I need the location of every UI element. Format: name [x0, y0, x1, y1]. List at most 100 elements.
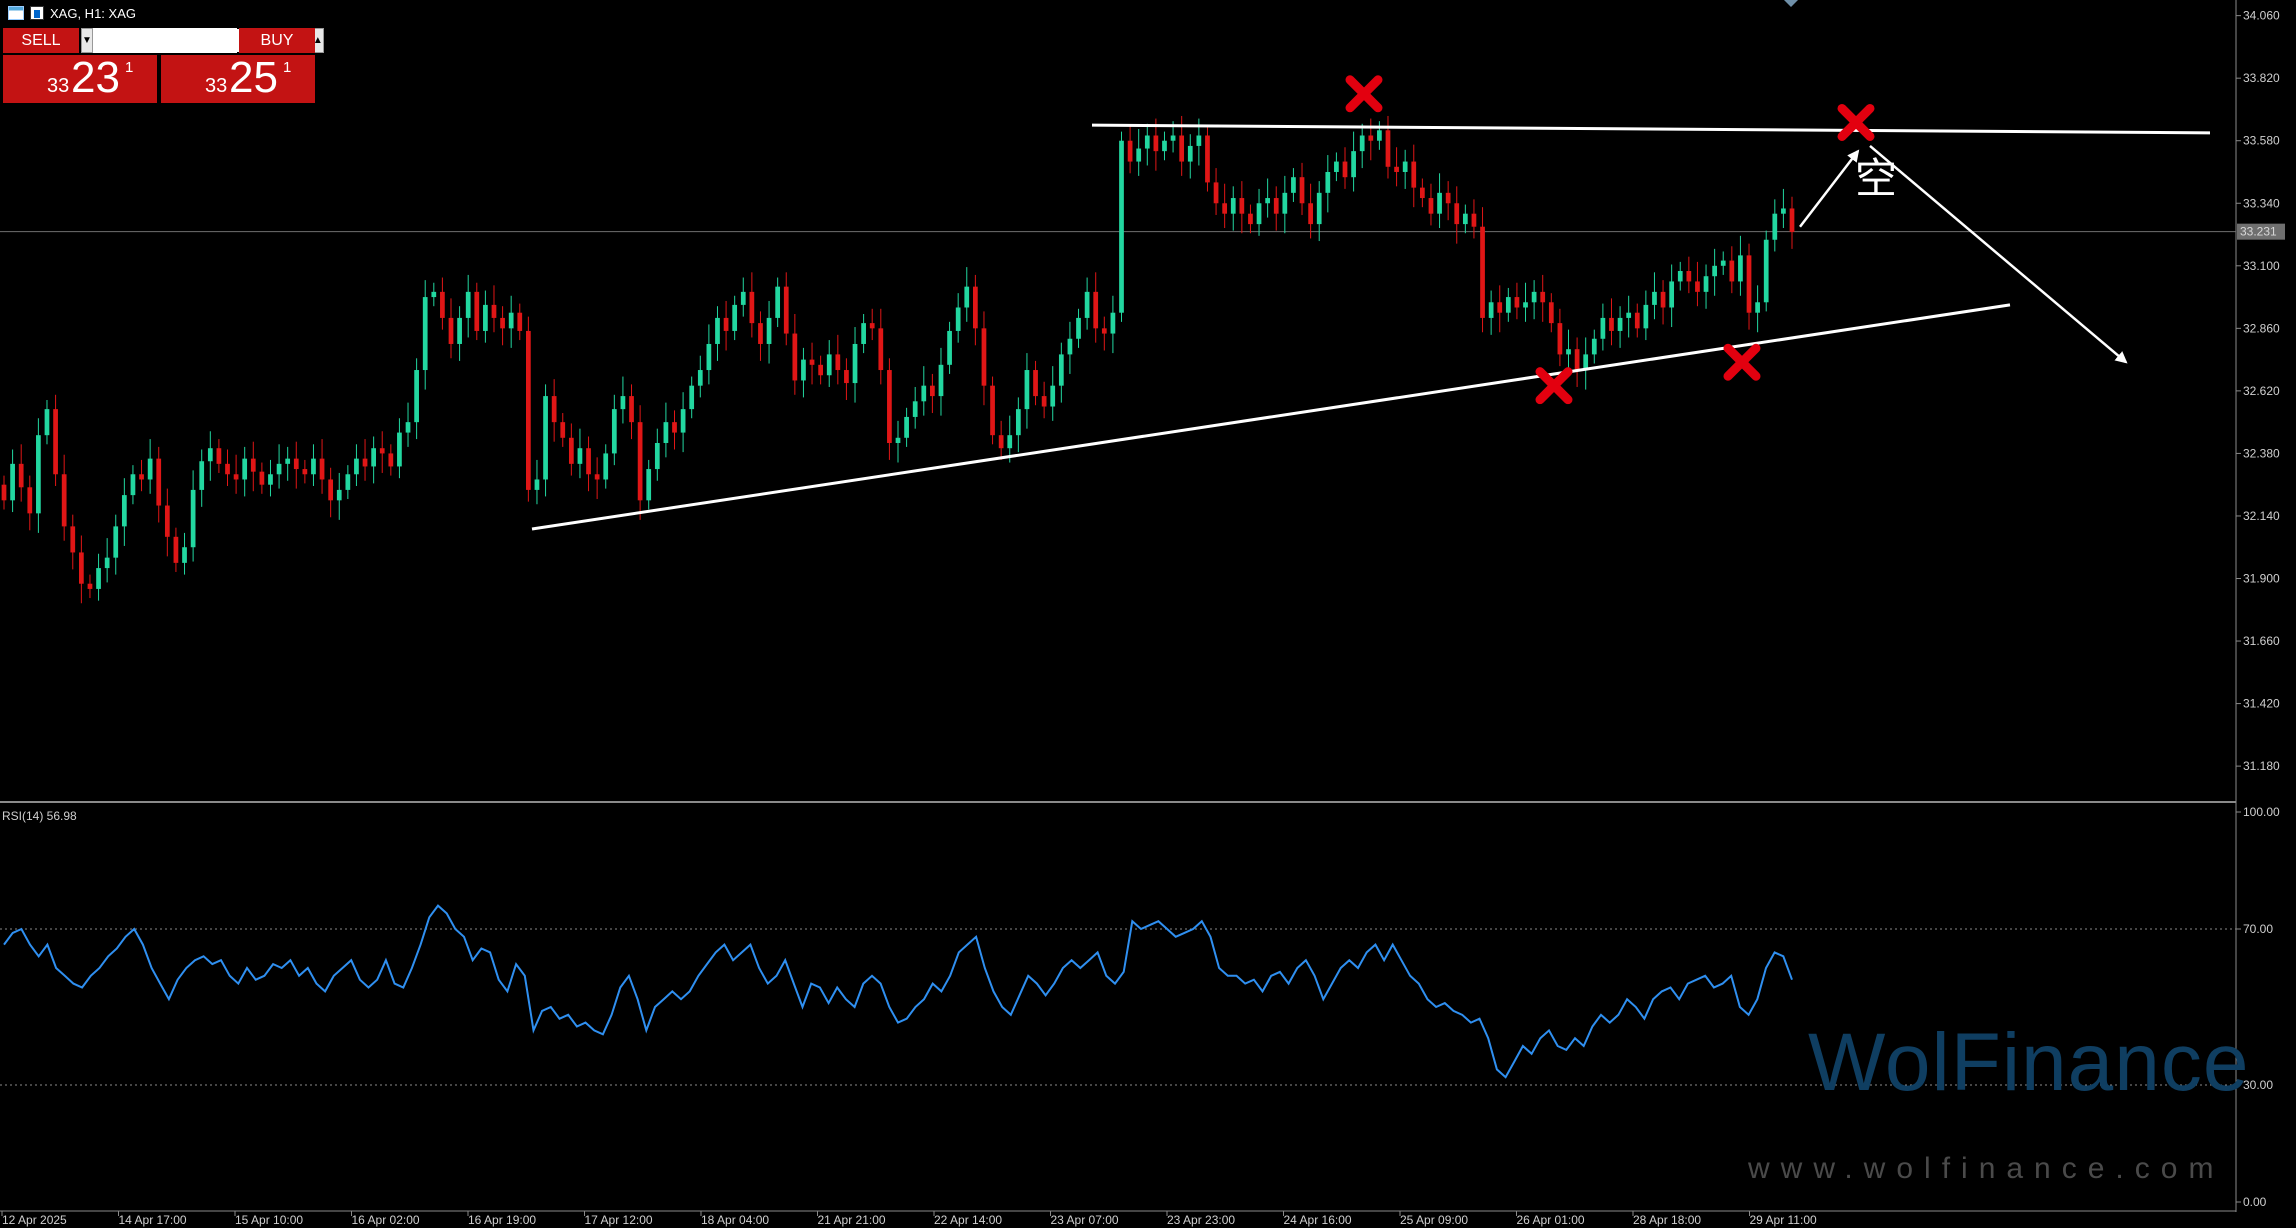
- candle-body: [1033, 370, 1038, 397]
- candle-body: [1050, 385, 1056, 407]
- candle-body: [53, 409, 58, 475]
- candle-body: [1566, 349, 1571, 355]
- candle-body: [568, 437, 574, 464]
- candle-body: [207, 448, 213, 462]
- candle-body: [1, 484, 7, 501]
- candle-body: [1256, 203, 1262, 225]
- sell-price-button[interactable]: 33 23 1: [3, 53, 157, 103]
- resistance-line[interactable]: [1091, 123, 2211, 135]
- buy-price-button[interactable]: 33 25 1: [161, 53, 315, 103]
- candle-body: [1574, 349, 1580, 371]
- time-tick-label: 24 Apr 16:00: [1284, 1213, 1352, 1227]
- candle-body: [414, 370, 419, 423]
- time-tick-label: 22 Apr 14:00: [934, 1213, 1002, 1227]
- candle-body: [1505, 297, 1511, 313]
- buy-price-main: 25: [229, 53, 278, 102]
- rsi-axis: 100.00 70.00 30.00 0.00 RSI(14) 56.98: [2, 805, 2280, 1209]
- rsi-tick-label: 0.00: [2243, 1195, 2267, 1209]
- chart-table-icon[interactable]: [8, 6, 24, 20]
- chart-frame: [0, 0, 2237, 1212]
- candle-body: [1334, 161, 1339, 172]
- chart-shift-marker[interactable]: [1784, 0, 1798, 7]
- candle-body: [1686, 271, 1692, 282]
- buy-button[interactable]: BUY: [239, 28, 315, 53]
- candle-body: [422, 297, 428, 371]
- candle-body: [697, 370, 703, 386]
- candle-body: [113, 526, 119, 558]
- down-projection-arrow[interactable]: [1869, 144, 2128, 364]
- candle-body: [534, 479, 540, 490]
- sell-button[interactable]: SELL: [3, 28, 79, 53]
- candle-body: [1041, 396, 1047, 407]
- time-tick-label: 15 Apr 10:00: [235, 1213, 303, 1227]
- candle-body: [182, 547, 187, 563]
- candle-body: [783, 286, 789, 334]
- price-tick-label: 34.060: [2243, 9, 2280, 23]
- candle-body: [1325, 171, 1331, 193]
- candle-body: [1454, 203, 1460, 225]
- candle-body: [646, 469, 652, 501]
- candle-body: [44, 409, 50, 436]
- candle-body: [1067, 338, 1073, 355]
- candle-body: [715, 317, 720, 344]
- candle-body: [1497, 302, 1503, 313]
- candle-body: [1548, 302, 1554, 324]
- time-tick-label: 18 Apr 04:00: [701, 1213, 769, 1227]
- candle-body: [1437, 192, 1442, 214]
- candle-body: [164, 505, 170, 537]
- candle-body: [1557, 323, 1563, 355]
- candle-body: [27, 487, 33, 514]
- candle-body: [1609, 317, 1614, 331]
- up-projection-arrow[interactable]: [1799, 149, 1860, 228]
- candle-body: [861, 323, 866, 344]
- candle-body: [302, 469, 308, 475]
- candle-body: [1110, 312, 1116, 334]
- lot-down-arrow-icon[interactable]: ▼: [81, 28, 93, 53]
- candle-body: [663, 422, 669, 443]
- chart-type-icon[interactable]: [30, 6, 44, 20]
- candle-body: [328, 479, 334, 501]
- candle-body: [740, 291, 746, 305]
- time-tick-label: 12 Apr 2025: [2, 1213, 67, 1227]
- price-tick-label: 31.900: [2243, 572, 2280, 586]
- candle-body: [887, 370, 892, 443]
- candle-body: [801, 359, 806, 381]
- candle-body: [1385, 130, 1391, 167]
- candle-body: [1402, 161, 1408, 172]
- candle-body: [792, 333, 798, 381]
- chart-title: XAG, H1: XAG: [50, 5, 136, 21]
- candle-body: [1248, 213, 1253, 225]
- candle-body: [1729, 260, 1735, 282]
- candle-body: [1471, 213, 1477, 227]
- candle-body: [947, 330, 952, 365]
- price-axis[interactable]: 34.060 33.820 33.580 33.340 33.100 32.860 32.6…: [2236, 9, 2285, 773]
- candle-body: [1488, 302, 1494, 318]
- support-trendline[interactable]: [531, 303, 2011, 531]
- cross-mark-icon: [1535, 367, 1573, 405]
- candle-body: [594, 474, 600, 480]
- time-tick-label: 26 Apr 01:00: [1517, 1213, 1585, 1227]
- trend-annotations[interactable]: 空: [531, 75, 2211, 531]
- candle-body: [431, 291, 437, 298]
- candle-body: [732, 304, 738, 331]
- price-tick-label: 32.140: [2243, 509, 2280, 523]
- candle-body: [1591, 338, 1597, 355]
- candle-body: [1239, 198, 1245, 214]
- price-tick-label: 33.340: [2243, 196, 2280, 210]
- candle-body: [586, 448, 591, 475]
- candle-body: [706, 343, 712, 371]
- time-axis[interactable]: 12 Apr 2025 14 Apr 17:00 15 Apr 10:00 16 Ap…: [1, 1211, 1817, 1227]
- sell-price-fraction: 1: [125, 59, 134, 76]
- watermark-url: www.wolfinance.com: [1748, 1152, 2225, 1185]
- candle-body: [1643, 304, 1649, 329]
- candle-body: [973, 286, 978, 329]
- candle-body: [637, 422, 643, 501]
- candle-body: [1127, 140, 1133, 162]
- candle-body: [1420, 187, 1425, 199]
- lot-size-control: ▼ ▲: [81, 28, 324, 53]
- candle-body: [1540, 291, 1546, 303]
- candle-body: [147, 458, 153, 480]
- candle-body: [1299, 177, 1305, 204]
